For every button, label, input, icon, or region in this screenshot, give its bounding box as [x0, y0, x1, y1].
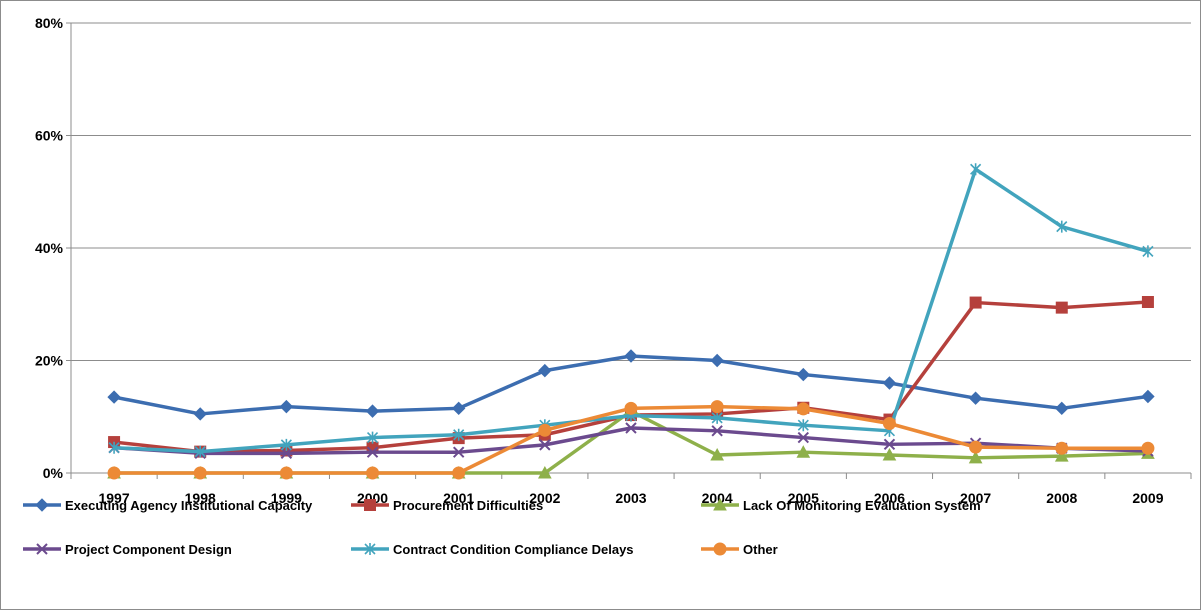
data-point-lack-of-monitoring-evaluation-system — [882, 447, 897, 461]
data-point-contract-condition-compliance-delays — [1056, 220, 1068, 233]
x-tick-label: 2003 — [615, 490, 646, 506]
data-point-lack-of-monitoring-evaluation-system — [968, 450, 983, 464]
x-tick-label: 2006 — [874, 490, 905, 506]
legend-label: Executing Agency Institutional Capacity — [65, 498, 313, 513]
data-point-contract-condition-compliance-delays — [797, 419, 809, 432]
legend-label: Project Component Design — [65, 542, 232, 557]
data-point-executing-agency-institutional-capacity — [1141, 389, 1155, 404]
data-point-other — [1141, 441, 1155, 455]
data-point-procurement-difficulties — [1141, 296, 1154, 308]
series-contract-condition-compliance-delays — [108, 163, 1154, 458]
series-executing-agency-institutional-capacity — [107, 349, 1155, 421]
data-point-other — [193, 466, 207, 480]
data-point-project-component-design — [280, 447, 293, 460]
series-lines — [107, 163, 1155, 480]
data-point-lack-of-monitoring-evaluation-system — [710, 447, 724, 461]
x-tick-label: 2007 — [960, 490, 991, 506]
y-tick-label: 40% — [35, 240, 64, 256]
data-point-lack-of-monitoring-evaluation-system — [1054, 449, 1069, 462]
y-tick-label: 0% — [43, 465, 64, 481]
data-point-contract-condition-compliance-delays — [194, 445, 206, 458]
data-point-procurement-difficulties — [969, 296, 982, 309]
data-point-project-component-design — [883, 438, 896, 451]
data-point-other — [366, 466, 380, 480]
legend-label: Other — [743, 542, 778, 557]
data-point-lack-of-monitoring-evaluation-system — [796, 445, 811, 458]
data-point-executing-agency-institutional-capacity — [624, 349, 638, 363]
legend-marker — [713, 542, 727, 556]
x-tick-label: 2001 — [443, 490, 474, 506]
data-point-executing-agency-institutional-capacity — [107, 390, 121, 404]
data-point-other — [624, 401, 638, 415]
data-point-project-component-design — [797, 431, 810, 444]
legend-item-procurement-difficulties: Procurement Difficulties — [351, 498, 543, 513]
data-point-other — [710, 400, 724, 414]
axes: 0%20%40%60%80%1997 1998 1999 2000 2001 2002 20… — [35, 15, 1192, 506]
data-point-other — [969, 440, 983, 454]
data-point-other — [796, 402, 810, 416]
data-point-executing-agency-institutional-capacity — [365, 404, 380, 418]
series-procurement-difficulties — [108, 296, 1154, 458]
data-point-project-component-design — [625, 422, 637, 434]
data-point-executing-agency-institutional-capacity — [279, 399, 294, 414]
legend-item-other: Other — [701, 542, 778, 557]
data-point-executing-agency-institutional-capacity — [193, 407, 207, 421]
y-tick-label: 20% — [35, 353, 64, 369]
data-point-contract-condition-compliance-delays — [366, 431, 379, 444]
data-point-contract-condition-compliance-delays — [280, 438, 292, 451]
data-point-executing-agency-institutional-capacity — [451, 401, 466, 416]
data-point-contract-condition-compliance-delays — [970, 163, 982, 176]
data-point-other — [538, 423, 552, 437]
x-tick-label: 2004 — [702, 490, 733, 506]
legend-marker — [713, 497, 727, 511]
data-point-other — [1055, 441, 1069, 455]
data-point-contract-condition-compliance-delays — [1142, 245, 1154, 258]
legend-marker — [364, 499, 376, 511]
data-point-other — [882, 417, 896, 430]
legend-marker — [364, 543, 376, 555]
x-tick-label: 2002 — [529, 490, 560, 506]
legend-item-executing-agency-institutional-capacity: Executing Agency Institutional Capacity — [23, 498, 313, 513]
series-project-component-design — [108, 422, 1154, 460]
legend-label: Contract Condition Compliance Delays — [393, 542, 634, 557]
legend-label: Lack Of Monitoring Evaluation System — [743, 498, 981, 513]
legend: Executing Agency Institutional Capacity P… — [23, 497, 981, 557]
data-point-project-component-design — [539, 439, 551, 451]
data-point-executing-agency-institutional-capacity — [1055, 401, 1069, 416]
data-point-executing-agency-institutional-capacity — [882, 376, 897, 390]
series-other — [107, 400, 1155, 480]
data-point-executing-agency-institutional-capacity — [968, 391, 983, 405]
data-point-procurement-difficulties — [1055, 301, 1068, 314]
y-tick-label: 80% — [35, 15, 64, 31]
x-tick-label: 2005 — [788, 490, 819, 506]
data-point-project-component-design — [452, 446, 465, 458]
data-point-project-component-design — [711, 425, 723, 437]
gridlines — [71, 22, 1191, 361]
x-tick-label: 1997 — [98, 490, 129, 506]
y-tick-label: 60% — [35, 128, 64, 144]
data-point-executing-agency-institutional-capacity — [796, 367, 811, 382]
legend-label: Procurement Difficulties — [393, 498, 543, 513]
data-point-contract-condition-compliance-delays — [711, 411, 723, 424]
data-point-contract-condition-compliance-delays — [108, 441, 120, 454]
x-tick-label: 2008 — [1046, 490, 1077, 506]
data-point-executing-agency-institutional-capacity — [710, 353, 724, 368]
x-tick-label: 2009 — [1132, 490, 1163, 506]
data-point-lack-of-monitoring-evaluation-system — [538, 465, 552, 479]
data-point-other — [452, 466, 466, 480]
data-point-executing-agency-institutional-capacity — [538, 363, 552, 378]
legend-marker — [35, 498, 49, 512]
legend-item-contract-condition-compliance-delays: Contract Condition Compliance Delays — [351, 542, 634, 557]
data-point-project-component-design — [366, 446, 379, 458]
data-point-other — [107, 466, 121, 480]
x-tick-label: 1999 — [271, 490, 302, 506]
legend-item-lack-of-monitoring-evaluation-system: Lack Of Monitoring Evaluation System — [701, 497, 981, 513]
data-point-other — [279, 466, 293, 480]
legend-item-project-component-design: Project Component Design — [23, 542, 232, 557]
data-point-contract-condition-compliance-delays — [453, 428, 465, 441]
legend-marker — [36, 543, 48, 555]
x-tick-label: 1998 — [185, 490, 216, 506]
